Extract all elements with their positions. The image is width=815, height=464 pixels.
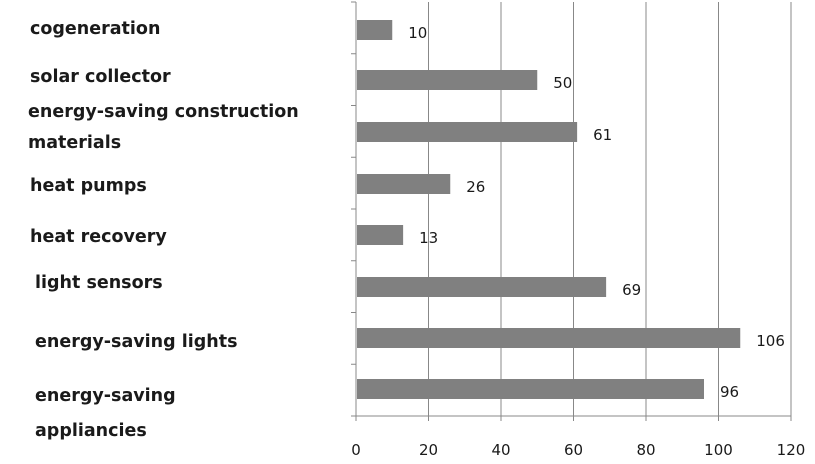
x-tick-label-60: 60: [564, 441, 583, 459]
bar-3: [357, 122, 578, 142]
bars: [357, 20, 741, 399]
category-label-light-sensors: light sensors: [35, 273, 163, 293]
data-labels: 10 50 61 26 13 69 106 96: [408, 24, 785, 401]
data-label-5: 13: [419, 229, 438, 247]
x-tick-label-0: 0: [351, 441, 361, 459]
data-label-2: 50: [553, 74, 572, 92]
category-label-cogeneration: cogeneration: [30, 19, 160, 39]
category-label-energy-saving-appliancies: energy-saving appliancies: [35, 386, 176, 441]
category-label-energy-saving-lights: energy-saving lights: [35, 332, 238, 352]
data-label-7: 106: [756, 332, 785, 350]
bar-8: [357, 379, 704, 399]
data-label-8: 96: [720, 383, 739, 401]
axes: [351, 1, 792, 421]
bar-7: [357, 328, 741, 348]
x-tick-label-20: 20: [419, 441, 438, 459]
category-label-energy-saving-construction-materials: energy-saving construction materials: [28, 102, 299, 153]
data-label-3: 61: [593, 126, 612, 144]
category-label-heat-recovery: heat recovery: [30, 227, 167, 247]
x-tick-labels: 0 20 40 60 80 100 120: [351, 441, 805, 459]
bar-2: [357, 70, 538, 90]
data-label-1: 10: [408, 24, 427, 42]
x-tick-label-40: 40: [491, 441, 510, 459]
bar-5: [357, 225, 404, 245]
bar-1: [357, 20, 393, 40]
data-label-4: 26: [466, 178, 485, 196]
grid-lines: [428, 2, 792, 416]
category-labels: cogeneration solar collector energy-savi…: [28, 19, 299, 441]
x-tick-label-120: 120: [777, 441, 806, 459]
category-label-solar-collector: solar collector: [30, 67, 171, 87]
bar-4: [357, 174, 451, 194]
category-label-heat-pumps: heat pumps: [30, 176, 147, 196]
x-tick-label-80: 80: [636, 441, 655, 459]
bar-6: [357, 277, 607, 297]
data-label-6: 69: [622, 281, 641, 299]
x-tick-label-100: 100: [704, 441, 733, 459]
